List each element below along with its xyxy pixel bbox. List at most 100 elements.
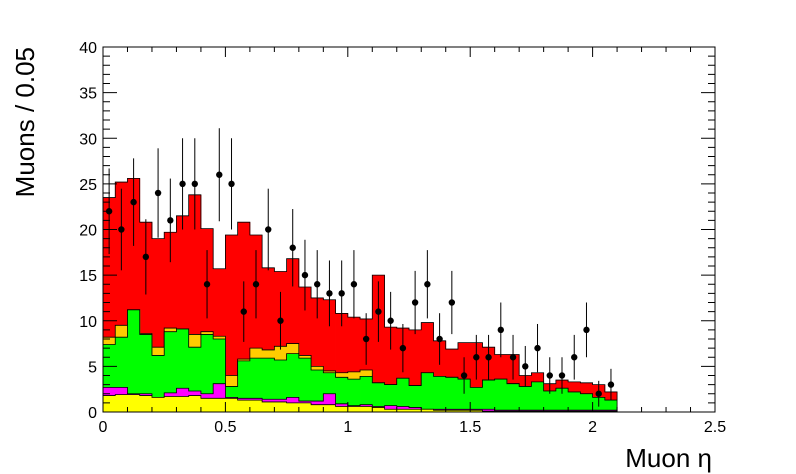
data-marker [167,217,174,224]
data-point [509,334,517,380]
y-tick-labels: 0 5 10 15 20 25 30 35 40 [79,40,97,422]
data-point [154,148,162,238]
data-marker [338,290,345,297]
yellow-bin [249,400,263,412]
x-tick-label: 1.5 [459,419,481,436]
data-points [105,128,615,407]
data-point [534,323,541,373]
green-bin [555,388,569,412]
data-point [375,281,382,342]
yellow-bin [115,394,128,412]
data-marker [522,363,529,370]
data-point [362,313,370,365]
red-bin [372,275,385,413]
green-bin [335,377,349,412]
magenta-bin [384,405,398,412]
green-bin [421,372,434,412]
green-bin [409,385,422,412]
data-marker [448,299,456,306]
data-point [436,313,443,365]
data-point [497,302,504,358]
data-point [473,334,480,380]
yellow-bin [103,395,116,412]
green-bin [298,358,312,412]
green-bin [164,331,177,412]
data-point [167,178,174,263]
yellow-bin [200,398,214,412]
data-marker [399,344,407,352]
data-marker [571,354,578,361]
green-bin [384,384,398,413]
green-bin [482,380,496,412]
yellow-bin [311,404,324,412]
green-bin [139,334,153,412]
yellow-bin [225,398,239,412]
histogram-yellow [103,394,618,413]
data-point [607,368,615,401]
y-tick-label: 0 [88,405,97,422]
yellow-bin [139,395,153,412]
yellow-outline [103,394,618,412]
data-point [448,270,456,335]
yellow-bin [274,401,287,412]
yellow-bin [421,409,434,412]
data-point [289,209,296,287]
yellow-bin [286,402,300,413]
data-point [326,260,333,327]
yellow-bin [457,410,471,412]
data-point [411,270,419,335]
green-bin [347,379,361,412]
data-marker [179,180,186,188]
data-point [558,357,566,394]
green-bin [127,309,141,412]
yellow-bin [176,396,190,412]
yellow-bin [396,409,410,412]
yellow-bin [151,397,165,412]
yellow-bin [188,395,202,412]
yellow-bin [323,404,336,412]
yellow-bin [409,409,422,412]
data-marker [362,335,370,343]
red-bin [225,234,239,412]
data-marker [289,244,296,251]
data-point [252,250,260,319]
data-marker [607,381,615,388]
green-bin [470,387,483,412]
yellow-bin [127,394,141,412]
data-marker [326,290,333,297]
yellow-bin [335,406,349,412]
data-point [583,302,590,358]
green-bin [457,379,471,412]
y-tick-label: 15 [79,268,97,285]
data-marker [595,390,602,397]
data-point [277,291,284,350]
x-tick-label: 2.5 [704,419,726,436]
yellow-bin [347,406,361,412]
data-marker [216,171,223,178]
data-point [387,291,394,350]
data-marker [228,180,235,188]
green-bin [262,358,275,412]
data-marker [460,372,468,379]
data-point [522,345,529,387]
data-marker [411,299,419,306]
data-marker [277,317,284,324]
data-point [314,250,321,319]
data-point [424,250,431,319]
yellow-bin [262,401,275,412]
data-marker [252,281,260,288]
data-marker [473,354,480,361]
data-point [191,138,198,230]
y-tick-label: 20 [79,223,97,240]
data-point [485,334,492,380]
data-marker [301,271,309,279]
data-marker [375,308,382,315]
green-bin [580,393,593,412]
y-tick-label: 5 [88,359,97,376]
magenta-bin [482,409,496,412]
data-point [203,250,211,319]
data-marker [203,281,211,288]
axis-ticks [102,46,716,413]
data-marker [130,198,137,206]
data-point [595,380,602,407]
